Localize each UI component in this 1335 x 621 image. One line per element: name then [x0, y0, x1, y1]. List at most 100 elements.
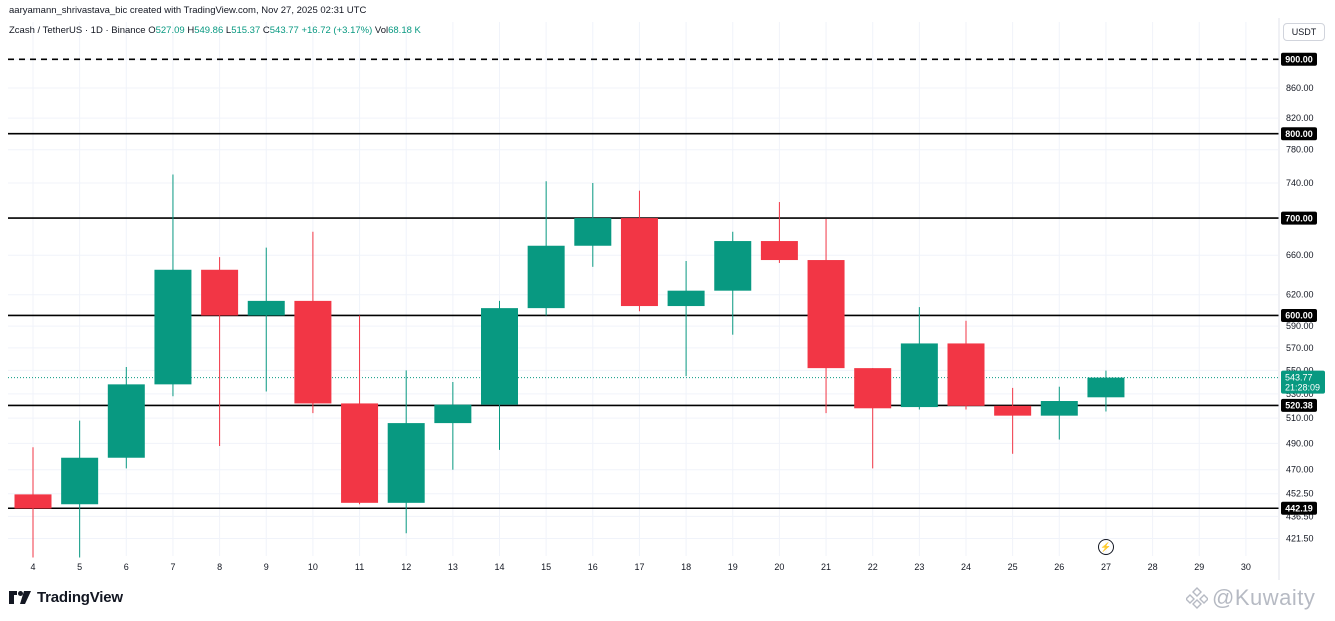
candle-body — [854, 368, 892, 409]
x-tick-label: 6 — [124, 562, 129, 572]
candle-body — [387, 423, 425, 503]
high-label: H — [187, 25, 195, 36]
candle-body — [947, 343, 985, 406]
symbol-name[interactable]: Zcash / TetherUS · 1D · Binance — [9, 25, 146, 36]
candle-body — [61, 457, 99, 505]
tradingview-logo-text: TradingView — [37, 589, 123, 606]
y-tick-label: 570.00 — [1286, 343, 1314, 353]
y-tick-label: 470.00 — [1286, 465, 1314, 475]
level-price-tag — [1281, 398, 1317, 412]
y-tick-label: 860.00 — [1286, 83, 1314, 93]
x-tick-label: 10 — [308, 562, 318, 572]
candle-body — [667, 290, 705, 307]
y-tick-label: 620.00 — [1286, 290, 1314, 300]
x-tick-label: 11 — [355, 562, 364, 572]
currency-button[interactable]: USDT — [1283, 23, 1325, 41]
tradingview-logo-icon — [9, 591, 31, 604]
low-label: L — [225, 25, 232, 36]
last-price-label: 543.77 — [1285, 373, 1313, 383]
x-tick-label: 30 — [1241, 562, 1251, 572]
x-tick-label: 9 — [264, 562, 269, 572]
tradingview-logo[interactable]: TradingView — [9, 589, 123, 606]
lightning-icon[interactable]: ⚡ — [1098, 539, 1114, 555]
x-tick-label: 21 — [821, 562, 831, 572]
x-tick-label: 23 — [914, 562, 924, 572]
candle-body — [201, 269, 239, 316]
candle-body — [247, 300, 285, 316]
candle-body — [1087, 377, 1125, 398]
y-tick-label: 590.00 — [1286, 321, 1314, 331]
y-tick-label: 530.00 — [1286, 389, 1314, 399]
level-price-label: 700.00 — [1285, 213, 1313, 223]
x-tick-label: 17 — [634, 562, 644, 572]
chart-credit: aaryamann_shrivastava_bic created with T… — [9, 5, 367, 16]
candle-body — [294, 300, 332, 404]
x-tick-label: 16 — [588, 562, 598, 572]
x-tick-label: 12 — [401, 562, 411, 572]
x-tick-label: 15 — [541, 562, 551, 572]
candle-body — [994, 405, 1032, 416]
volume-value: 68.18 K — [388, 25, 421, 36]
candle-body — [481, 308, 518, 405]
candle-body — [14, 494, 52, 509]
open-value: 527.09 — [155, 25, 185, 36]
open-label: O — [148, 25, 156, 36]
candle-body — [1040, 401, 1078, 416]
low-value: 515.37 — [231, 25, 261, 36]
y-tick-label: 780.00 — [1286, 145, 1314, 155]
change-value: +16.72 (+3.17%) — [301, 25, 373, 36]
y-tick-label: 660.00 — [1286, 250, 1314, 260]
x-tick-label: 13 — [448, 562, 458, 572]
y-tick-label: 421.50 — [1286, 534, 1314, 544]
watermark: @Kuwaity — [1186, 585, 1315, 611]
x-tick-label: 18 — [681, 562, 691, 572]
level-price-label: 442.19 — [1285, 503, 1313, 513]
price-axis: 860.00 820.00 780.00 740.00 660.00 620.00 590.… — [1278, 18, 1325, 580]
x-tick-label: 25 — [1008, 562, 1018, 572]
y-tick-label: 510.00 — [1286, 413, 1314, 423]
level-price-tag — [1281, 211, 1317, 225]
level-price-tag — [1281, 308, 1317, 322]
last-price-tag — [1281, 370, 1325, 394]
x-tick-label: 29 — [1194, 562, 1204, 572]
x-tick-label: 14 — [494, 562, 504, 572]
candle-body — [434, 404, 472, 424]
level-price-tag — [1281, 127, 1317, 141]
x-tick-label: 27 — [1101, 562, 1111, 572]
volume-label: Vol — [374, 25, 389, 36]
level-price-label: 800.00 — [1285, 129, 1313, 139]
y-tick-label: 436.50 — [1286, 511, 1314, 521]
y-tick-label: 452.50 — [1286, 489, 1314, 499]
x-tick-label: 5 — [77, 562, 82, 572]
watermark-text: @Kuwaity — [1212, 585, 1316, 610]
x-tick-label: 22 — [868, 562, 878, 572]
level-price-label: 520.38 — [1285, 401, 1313, 411]
x-tick-label: 24 — [961, 562, 971, 572]
time-axis: 4 5 6 7 8 9 10 11 12 13 14 15 16 17 18 19 20 21 22 23 24 25 26… — [30, 562, 1250, 572]
candle-body — [154, 269, 192, 385]
close-value: 543.77 — [269, 25, 299, 36]
candle-body — [574, 218, 612, 246]
level-price-label: 600.00 — [1285, 311, 1313, 321]
candles — [14, 174, 1125, 558]
level-price-tag — [1281, 501, 1317, 515]
x-tick-label: 19 — [728, 562, 738, 572]
level-price-tag — [1281, 52, 1317, 66]
high-value: 549.86 — [194, 25, 224, 36]
close-label: C — [262, 25, 270, 36]
x-tick-label: 20 — [774, 562, 784, 572]
candle-body — [807, 260, 845, 369]
y-tick-label: 740.00 — [1286, 178, 1314, 188]
watermark-logo-icon — [1186, 587, 1208, 609]
candle-body — [620, 218, 658, 307]
candle-body — [107, 384, 145, 458]
symbol-legend: Zcash / TetherUS · 1D · Binance O527.09 … — [9, 25, 421, 36]
level-price-label: 900.00 — [1285, 55, 1313, 65]
candle-body — [527, 245, 565, 309]
x-tick-label: 7 — [170, 562, 175, 572]
y-tick-label: 490.00 — [1286, 438, 1314, 448]
x-tick-label: 28 — [1148, 562, 1158, 572]
countdown-label: 21:28:09 — [1285, 383, 1320, 393]
y-tick-label: 550.00 — [1286, 365, 1314, 375]
